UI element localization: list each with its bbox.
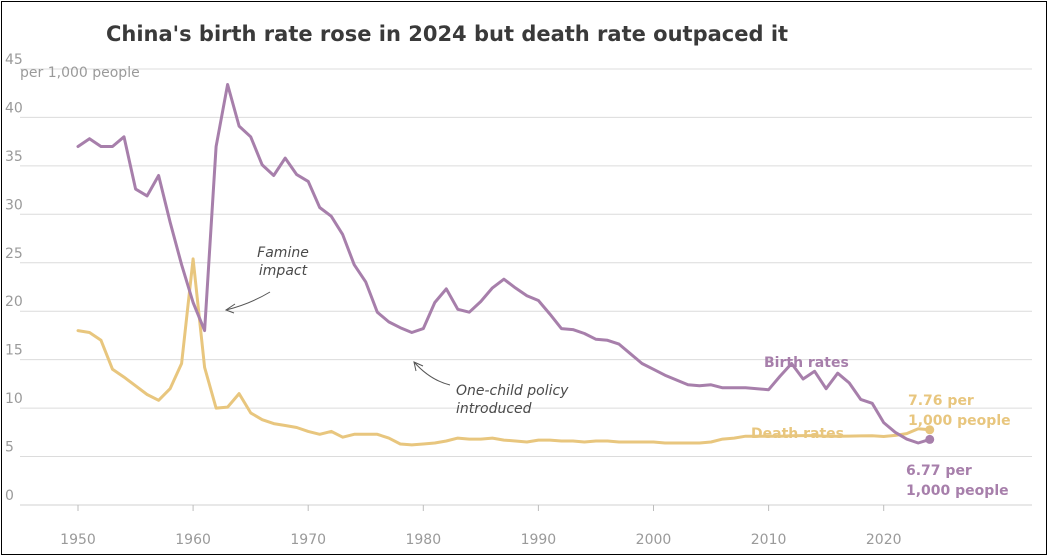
y-axis-unit-label: per 1,000 people bbox=[20, 65, 140, 81]
x-tick-label-2020: 2020 bbox=[866, 532, 902, 548]
death-rates-label: Death rates bbox=[751, 426, 844, 442]
death-end-label-line1: 7.76 per bbox=[908, 393, 974, 409]
y-axis-ticks: 0 5 10 15 20 25 30 35 40 45 bbox=[5, 52, 23, 504]
y-tick-label-15: 15 bbox=[5, 343, 23, 359]
birth-rates-line bbox=[76, 83, 932, 445]
series-lines bbox=[76, 83, 932, 447]
annotations: Famine impact One-child policy introduced bbox=[224, 245, 569, 417]
x-tick-label-1950: 1950 bbox=[60, 532, 96, 548]
gridlines bbox=[20, 68, 1032, 506]
annotation-2-arrow bbox=[413, 361, 451, 386]
y-tick-label-35: 35 bbox=[5, 149, 23, 165]
annotation-1-line-2: impact bbox=[259, 263, 308, 279]
annotation-2-line-1: One-child policy bbox=[456, 383, 569, 399]
x-tick-label-1960: 1960 bbox=[175, 532, 211, 548]
birth-end-label-line1: 6.77 per bbox=[906, 463, 972, 479]
y-tick-label-0: 0 bbox=[5, 488, 14, 504]
y-tick-label-10: 10 bbox=[5, 391, 23, 407]
annotation-1-arrow bbox=[225, 291, 271, 311]
y-tick-label-20: 20 bbox=[5, 294, 23, 310]
birth-end-label-line2: 1,000 people bbox=[906, 483, 1009, 499]
x-tick-label-1970: 1970 bbox=[290, 532, 326, 548]
annotation-1-arrowhead bbox=[224, 303, 236, 314]
birth-rates-end-marker bbox=[925, 434, 935, 444]
death-rates-line bbox=[76, 257, 932, 447]
birth-rates-label: Birth rates bbox=[764, 355, 849, 371]
death-rates-end-marker bbox=[925, 425, 935, 435]
x-tick-label-2010: 2010 bbox=[751, 532, 787, 548]
y-tick-label-25: 25 bbox=[5, 246, 23, 262]
annotation-1-line-1: Famine bbox=[257, 245, 309, 261]
annotation-2-arrowhead bbox=[413, 361, 424, 372]
end-markers bbox=[925, 425, 935, 444]
chart-title: China's birth rate rose in 2024 but deat… bbox=[106, 22, 788, 46]
death-end-label-line2: 1,000 people bbox=[908, 413, 1011, 429]
annotation-2-line-2: introduced bbox=[456, 401, 532, 417]
x-tick-label-2000: 2000 bbox=[636, 532, 672, 548]
y-tick-label-40: 40 bbox=[5, 100, 23, 116]
x-tick-label-1980: 1980 bbox=[405, 532, 441, 548]
y-tick-label-30: 30 bbox=[5, 197, 23, 213]
y-tick-label-45: 45 bbox=[5, 52, 23, 68]
x-axis-ticks: 1950 1960 1970 1980 1990 2000 2010 2020 bbox=[60, 505, 902, 548]
x-tick-label-1990: 1990 bbox=[521, 532, 557, 548]
y-tick-label-5: 5 bbox=[5, 440, 14, 456]
